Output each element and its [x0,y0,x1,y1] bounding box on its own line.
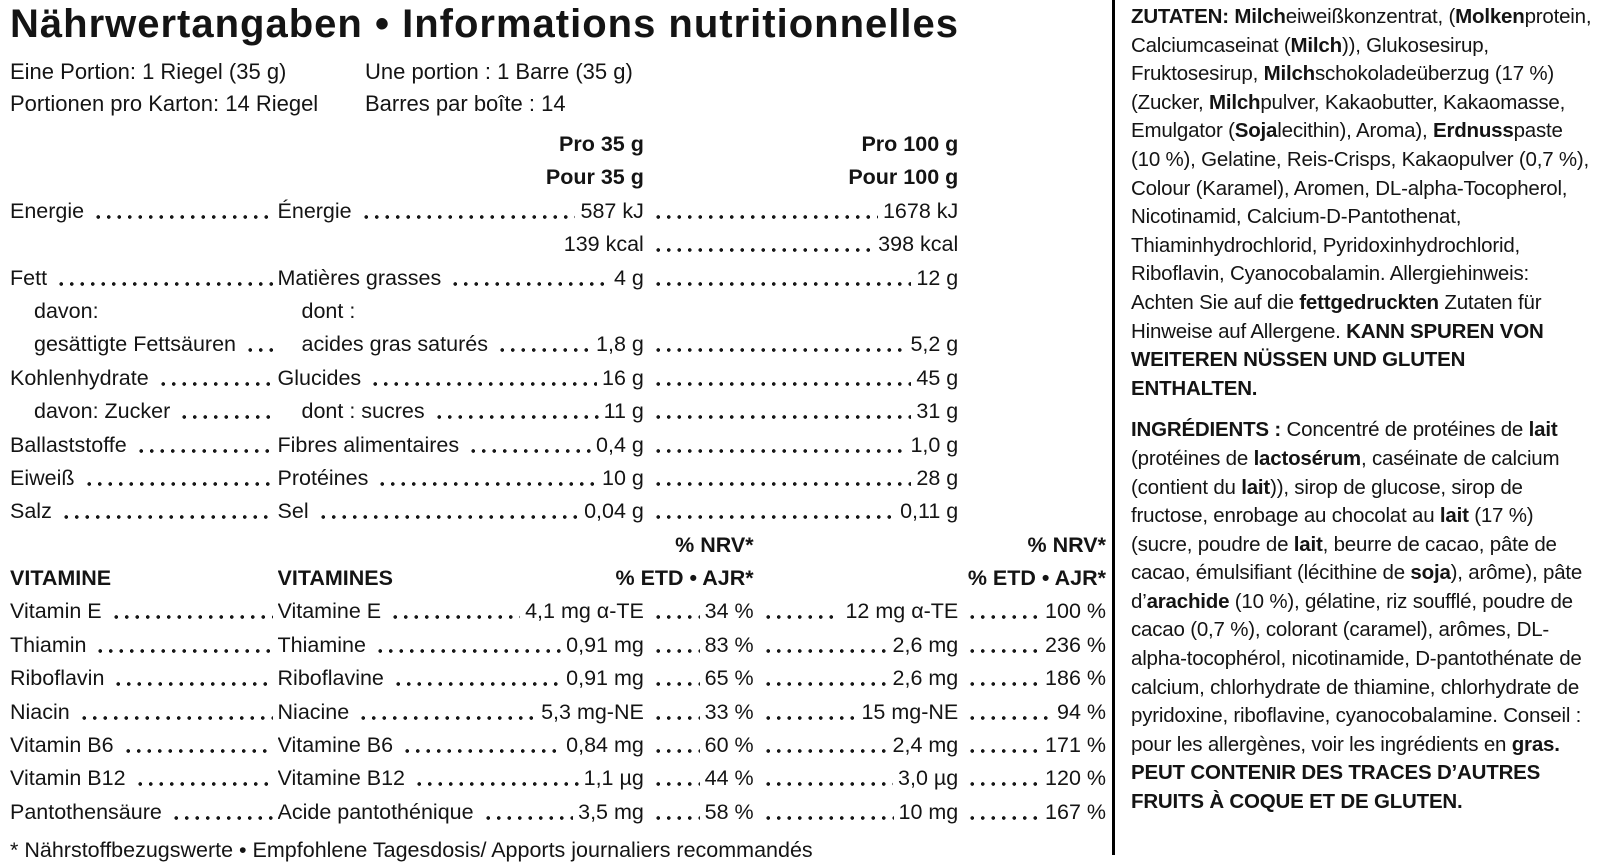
etd-header-35: % ETD • AJR* [615,566,754,591]
nutrient-row: davon: Zucker dont : sucres 11 g 31 g [10,395,1106,429]
serving-size-fr: Une portion : 1 Barre (35 g) [365,59,633,84]
nutrient-row: Ballaststoffe Fibres alimentaires 0,4 g 1,0… [10,428,1106,462]
column-per100-fr: Pour 100 g [848,165,959,190]
ingredients-panel: ZUTATEN: Milcheiweißkonzentrat, (Molkenp… [1115,0,1600,855]
vitamins-heading-fr: VITAMINES [277,566,393,591]
divider-line [1112,0,1115,855]
column-header-row-fr: Pour 35 g Pour 100 g [10,161,1106,194]
vitamin-row: Pantothensäure Acide pantothénique 3,5 mg 5… [10,795,1106,830]
footnote: * Nährstoffbezugswerte • Empfohlene Tage… [10,838,813,863]
nutrient-row: Kohlenhydrate Glucides 16 g 45 g [10,361,1106,396]
nutrient-table: Energie Énergie 587 kJ 1678 kJ 139 kcal 398 k… [10,194,1106,529]
column-per100-de: Pro 100 g [861,132,959,156]
label-title: Nährwertangaben • Informations nutrition… [10,2,959,46]
ingredients-fr: INGRÉDIENTS : Concentré de protéines de … [1131,418,1583,814]
nutrition-table: Pro 35 g Pro 100 g Pour 35 g Pour 100 g … [10,128,1106,863]
serving-info-fr: Une portion : 1 Barre (35 g) Barres par … [365,56,1106,120]
vitamin-row: Thiamin Thiamine 0,91 mg 83 % 2,6 mg 236 % [10,628,1106,663]
vitamin-row: Vitamin B12 Vitamine B12 1,1 µg 44 % 3,0 µg 1… [10,762,1106,796]
vitamin-row: Vitamin E Vitamine E 4,1 mg α-TE 34 % 12 mg … [10,595,1106,629]
vitamin-row: Riboflavin Riboflavine 0,91 mg 65 % 2,6 mg 18… [10,662,1106,696]
vitamin-table: Vitamin E Vitamine E 4,1 mg α-TE 34 % 12 mg … [10,595,1106,830]
servings-per-box-de: Portionen pro Karton: 14 Riegel [10,91,319,116]
vitamins-heading-de: VITAMINE [10,566,112,591]
servings-per-box-fr: Barres par boîte : 14 [365,91,566,116]
vitamins-header-row: VITAMINE VITAMINES % ETD • AJR* % ETD • A… [10,562,1106,595]
nutrition-facts-panel: Nährwertangaben • Informations nutrition… [10,2,1106,862]
nutrient-row: gesättigte Fettsäuren acides gras saturés… [10,328,1106,362]
column-per35-de: Pro 35 g [559,132,644,156]
nrv-header-100: % NRV* [1027,532,1106,557]
nutrient-row: 139 kcal 398 kcal [10,228,1106,262]
nrv-header-35: % NRV* [675,532,754,557]
nutrient-row: Salz Sel 0,04 g 0,11 g [10,495,1106,529]
column-per35-fr: Pour 35 g [545,165,644,190]
column-header-row-de: Pro 35 g Pro 100 g [10,128,1106,161]
vitamin-row: Vitamin B6 Vitamine B6 0,84 mg 60 % 2,4 mg 17… [10,729,1106,763]
ingredients-de: ZUTATEN: Milcheiweißkonzentrat, (Molkenp… [1131,5,1592,400]
nrv-header-row: % NRV* % NRV* [10,529,1106,562]
etd-header-100: % ETD • AJR* [967,566,1106,591]
nutrient-row: Energie Énergie 587 kJ 1678 kJ [10,194,1106,229]
nutrient-row: Eiweiß Protéines 10 g 28 g [10,461,1106,496]
nutrient-row: davon: dont : [34,298,356,323]
serving-info: Eine Portion: 1 Riegel (35 g) Portionen … [10,56,1106,120]
vitamin-row: Niacin Niacine 5,3 mg-NE 33 % 15 mg-NE 94 % [10,695,1106,730]
nutrient-row: Fett Matières grasses 4 g 12 g [10,261,1106,295]
serving-size-de: Eine Portion: 1 Riegel (35 g) [10,59,287,84]
serving-info-de: Eine Portion: 1 Riegel (35 g) Portionen … [10,56,365,120]
